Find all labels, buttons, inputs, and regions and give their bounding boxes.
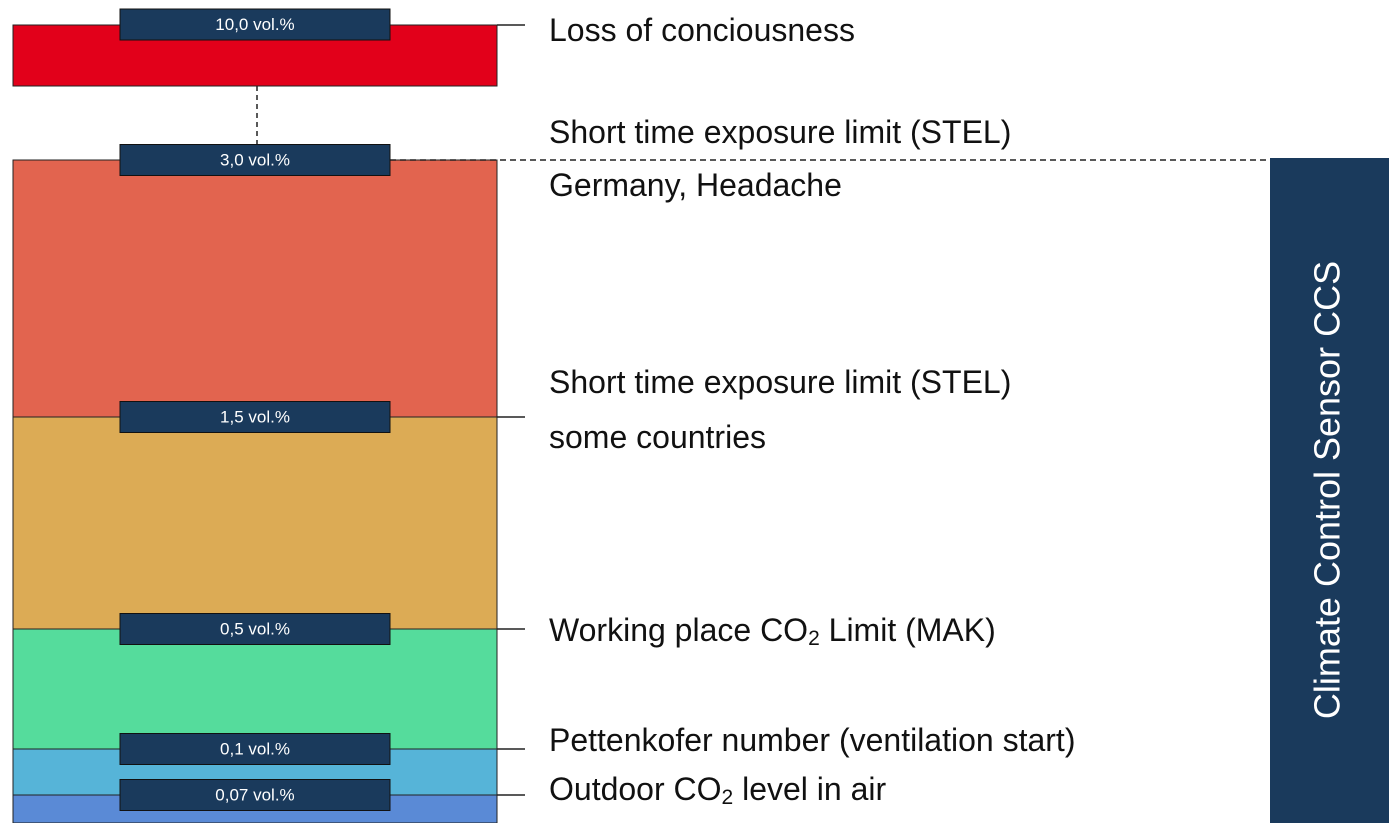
level-box	[119, 8, 391, 41]
level-label: 10,0 vol.%	[215, 15, 294, 34]
level-description: Short time exposure limit (STEL)	[549, 114, 1011, 150]
side-label: Climate Control Sensor CCS	[1307, 261, 1348, 719]
description-text: Loss of conciousness	[549, 12, 855, 48]
level-description: Outdoor CO2 level in air	[549, 771, 887, 808]
description-text: Pettenkofer number (ventilation start)	[549, 722, 1075, 758]
zone	[12, 628, 498, 750]
level-label: 1,5 vol.%	[220, 407, 290, 426]
subscript: 2	[808, 627, 820, 650]
level-label: 0,5 vol.%	[220, 619, 290, 638]
description-text: Short time exposure limit (STEL)	[549, 364, 1011, 400]
zone	[12, 159, 498, 418]
level-description: Pettenkofer number (ventilation start)	[549, 722, 1075, 758]
level-description: Short time exposure limit (STEL)	[549, 364, 1011, 400]
level-label: 3,0 vol.%	[220, 150, 290, 169]
level-box	[119, 733, 391, 765]
description-text: Short time exposure limit (STEL)	[549, 114, 1011, 150]
description-text: Outdoor CO	[549, 771, 722, 807]
zone	[12, 416, 498, 630]
level-box	[119, 401, 391, 433]
side-panel	[1270, 158, 1389, 823]
level-description: Germany, Headache	[549, 167, 842, 203]
level-box	[119, 613, 391, 645]
level-label: 0,07 vol.%	[215, 785, 294, 804]
description-text: Germany, Headache	[549, 167, 842, 203]
level-description: some countries	[549, 419, 766, 455]
level-box	[119, 779, 391, 811]
description-text: level in air	[733, 771, 886, 807]
subscript: 2	[722, 786, 734, 809]
level-label: 0,1 vol.%	[220, 739, 290, 758]
description-text: Limit (MAK)	[820, 612, 996, 648]
level-description: Working place CO2 Limit (MAK)	[549, 612, 996, 649]
description-text: some countries	[549, 419, 766, 455]
level-box	[119, 144, 391, 176]
description-text: Working place CO	[549, 612, 808, 648]
level-description: Loss of conciousness	[549, 12, 855, 48]
